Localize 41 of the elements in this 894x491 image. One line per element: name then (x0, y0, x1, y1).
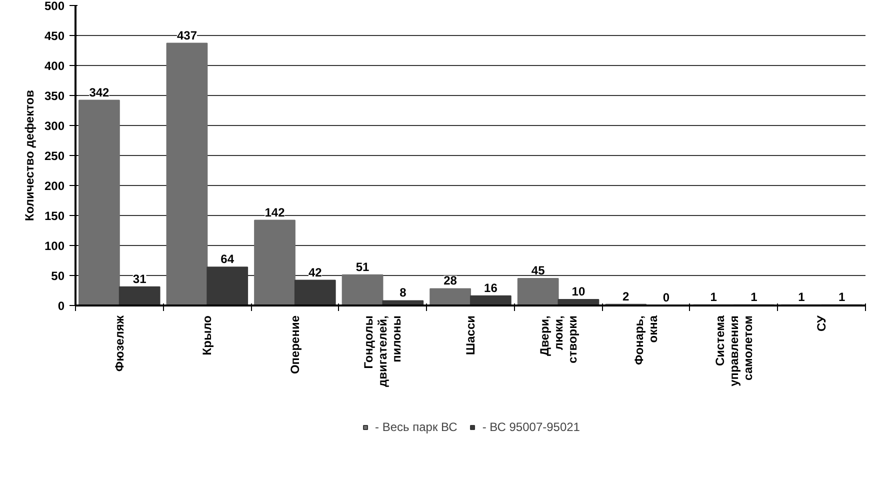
x-tick-label: Фюзеляж (112, 315, 126, 372)
data-label: 28 (444, 274, 458, 288)
data-label: 51 (356, 260, 370, 274)
data-label: 8 (400, 286, 407, 300)
y-tick-label: 450 (44, 29, 65, 43)
x-tick-label: Оперение (288, 315, 302, 374)
data-label: 437 (176, 28, 198, 42)
y-tick-label: 150 (44, 209, 65, 223)
data-label: 2 (622, 289, 630, 304)
x-tick-label: Гондолы двигателей, пилоны (362, 315, 404, 387)
data-label: 10 (572, 284, 586, 298)
x-tick-label: Крыло (200, 315, 214, 356)
data-label: 342 (89, 85, 110, 100)
y-tick-label: 350 (44, 89, 65, 103)
data-label: 1 (750, 290, 758, 304)
legend-label: - ВС 95007-95021 (482, 420, 580, 434)
y-tick-label: 500 (44, 0, 65, 13)
data-label: 1 (710, 290, 718, 304)
data-label: 64 (220, 252, 234, 266)
x-tick-label: Шасси (464, 315, 478, 355)
data-label: 1 (798, 290, 806, 304)
legend-label: - Весь парк ВС (375, 420, 458, 434)
y-tick-label: 300 (44, 119, 65, 133)
y-tick-label: 100 (44, 239, 65, 253)
data-label: 45 (531, 264, 546, 278)
x-tick-label: Система управления самолетом (712, 315, 755, 386)
y-tick-label: 200 (44, 179, 65, 193)
data-label: 31 (132, 272, 147, 286)
data-label: 16 (484, 280, 498, 295)
x-tick-label: Двери, люки, створки (537, 315, 580, 364)
data-label: 142 (264, 205, 286, 220)
x-tick-label: Фонарь, окна (632, 315, 660, 366)
y-tick-label: 0 (58, 299, 65, 313)
y-tick-label: 50 (51, 269, 65, 283)
x-tick-label: СУ (814, 314, 829, 332)
data-label: 1 (838, 290, 846, 304)
y-axis-title: Количество дефектов (22, 90, 36, 222)
data-label: 42 (308, 265, 322, 280)
data-label: 0 (662, 290, 670, 304)
y-tick-label: 250 (44, 149, 65, 163)
y-tick-label: 400 (44, 59, 65, 73)
